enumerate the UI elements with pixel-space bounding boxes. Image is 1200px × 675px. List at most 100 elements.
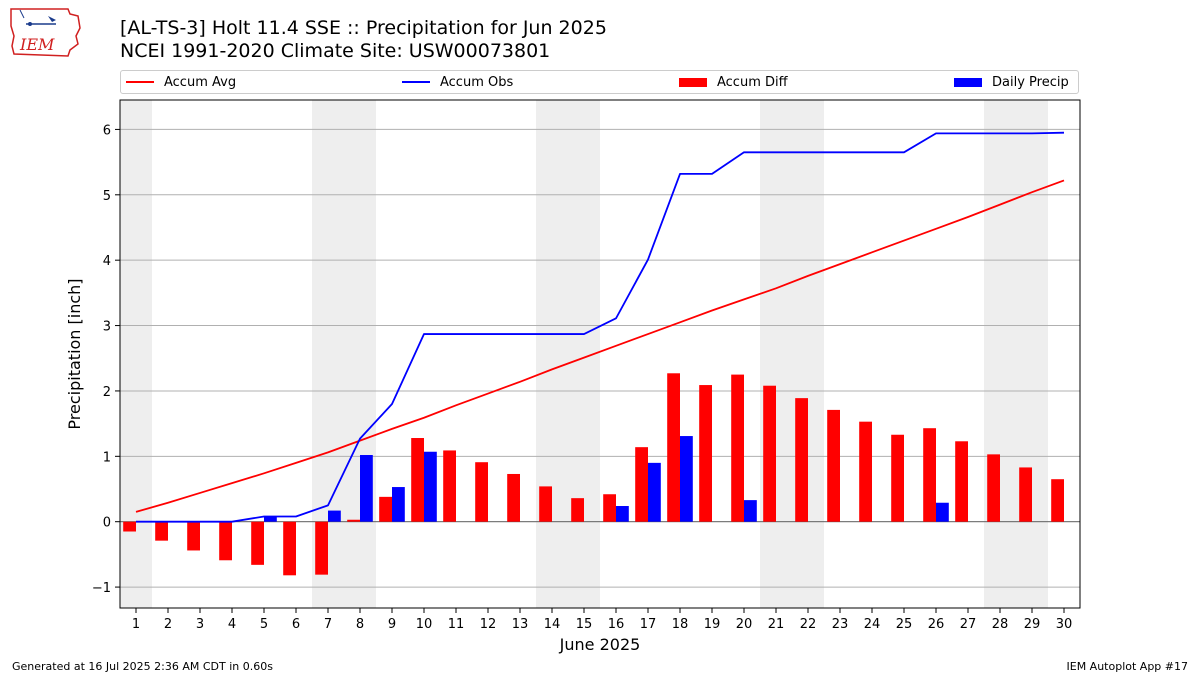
x-tick-label-16: 16 bbox=[608, 617, 625, 632]
bar-accum-diff-day-19 bbox=[699, 385, 712, 522]
lines bbox=[135, 131, 1065, 523]
bar-daily-precip-day-20 bbox=[744, 500, 757, 522]
y-tick-label-4: 4 bbox=[103, 254, 111, 269]
y-tick-label--1: −1 bbox=[92, 581, 111, 596]
x-tick-label-20: 20 bbox=[736, 617, 753, 632]
footer-app: IEM Autoplot App #17 bbox=[1066, 660, 1189, 673]
legend-swatch-accum-obs bbox=[402, 81, 430, 83]
x-tick-label-6: 6 bbox=[292, 617, 300, 632]
legend-label-accum-avg: Accum Avg bbox=[164, 74, 237, 90]
footer-generated: Generated at 16 Jul 2025 2:36 AM CDT in … bbox=[12, 660, 273, 673]
bar-accum-diff-day-8 bbox=[347, 519, 360, 522]
legend-swatch-daily-precip bbox=[954, 77, 982, 87]
bar-daily-precip-day-17 bbox=[648, 462, 661, 522]
x-tick-label-15: 15 bbox=[576, 617, 593, 632]
x-tick-label-5: 5 bbox=[260, 617, 268, 632]
x-tick-label-19: 19 bbox=[704, 617, 721, 632]
bar-accum-diff-day-30 bbox=[1051, 479, 1064, 522]
chart-subtitle: NCEI 1991-2020 Climate Site: USW00073801 bbox=[120, 40, 551, 62]
x-tick-label-9: 9 bbox=[388, 617, 396, 632]
bar-daily-precip-day-26 bbox=[936, 502, 949, 522]
bar-daily-precip-day-9 bbox=[392, 487, 405, 522]
x-tick-label-21: 21 bbox=[768, 617, 785, 632]
line-accum-obs bbox=[136, 131, 1065, 523]
bar-accum-diff-day-2 bbox=[155, 521, 168, 541]
x-tick-label-17: 17 bbox=[640, 617, 657, 632]
bar-accum-diff-day-28 bbox=[987, 454, 1000, 522]
bar-accum-diff-day-10 bbox=[411, 438, 424, 522]
y-tick-label-2: 2 bbox=[103, 385, 111, 400]
x-tick-label-8: 8 bbox=[356, 617, 364, 632]
bar-daily-precip-day-16 bbox=[616, 506, 629, 522]
legend-item-accum-avg: Accum Avg bbox=[126, 71, 236, 93]
line-accum-avg bbox=[135, 179, 1065, 513]
x-tick-label-29: 29 bbox=[1024, 617, 1041, 632]
y-tick-label-1: 1 bbox=[103, 450, 111, 465]
plot-frame bbox=[119, 99, 1081, 609]
y-tick-label-5: 5 bbox=[103, 189, 111, 204]
x-tick-label-7: 7 bbox=[324, 617, 332, 632]
bar-accum-diff-day-22 bbox=[795, 398, 808, 522]
bar-accum-diff-day-24 bbox=[859, 421, 872, 522]
x-tick-label-3: 3 bbox=[196, 617, 204, 632]
bar-accum-diff-day-27 bbox=[955, 441, 968, 522]
bar-accum-diff-day-5 bbox=[251, 521, 264, 565]
bar-accum-diff-day-21 bbox=[763, 385, 776, 522]
y-axis-label: Precipitation [inch] bbox=[65, 278, 84, 429]
bar-accum-diff-day-15 bbox=[571, 498, 584, 522]
weekend-bands bbox=[120, 100, 1048, 608]
legend-swatch-accum-diff bbox=[679, 77, 707, 87]
bar-accum-diff-day-16 bbox=[603, 494, 616, 522]
y-tick-label-3: 3 bbox=[103, 320, 111, 335]
x-axis-label: June 2025 bbox=[559, 635, 641, 654]
bar-accum-diff-day-6 bbox=[283, 521, 296, 576]
legend-label-accum-obs: Accum Obs bbox=[440, 74, 514, 90]
bar-accum-diff-day-3 bbox=[187, 521, 200, 551]
y-tick-label-0: 0 bbox=[103, 516, 111, 531]
bar-accum-diff-day-17 bbox=[635, 447, 648, 522]
y-ticks: −1 0 1 2 3 4 5 6 bbox=[92, 123, 120, 596]
x-tick-label-1: 1 bbox=[132, 617, 140, 632]
x-tick-label-4: 4 bbox=[228, 617, 236, 632]
bar-accum-diff-day-25 bbox=[891, 434, 904, 522]
x-tick-label-14: 14 bbox=[544, 617, 561, 632]
x-tick-label-12: 12 bbox=[480, 617, 497, 632]
bar-accum-diff-day-11 bbox=[443, 450, 456, 522]
weekend-band-0 bbox=[120, 100, 152, 608]
bar-accum-diff-day-9 bbox=[379, 496, 392, 522]
bar-accum-diff-day-12 bbox=[475, 462, 488, 522]
legend-item-accum-obs: Accum Obs bbox=[402, 71, 513, 93]
legend-item-daily-precip: Daily Precip bbox=[954, 71, 1069, 93]
bar-accum-diff-day-20 bbox=[731, 374, 744, 522]
bar-daily-precip-day-8 bbox=[360, 455, 373, 522]
bar-accum-diff-day-18 bbox=[667, 373, 680, 522]
legend: Accum Avg Accum Obs Accum Diff Daily Pre… bbox=[120, 70, 1079, 94]
x-tick-label-24: 24 bbox=[864, 617, 881, 632]
bar-accum-diff-day-4 bbox=[219, 521, 232, 561]
x-tick-label-27: 27 bbox=[960, 617, 977, 632]
bar-accum-diff-day-14 bbox=[539, 486, 552, 522]
legend-swatch-accum-avg bbox=[126, 81, 154, 83]
logo-text: IEM bbox=[19, 35, 55, 54]
x-tick-label-28: 28 bbox=[992, 617, 1009, 632]
bar-accum-diff-day-13 bbox=[507, 473, 520, 522]
x-tick-label-11: 11 bbox=[448, 617, 465, 632]
weekend-band-4 bbox=[984, 100, 1048, 608]
x-tick-label-10: 10 bbox=[416, 617, 433, 632]
weekend-band-2 bbox=[536, 100, 600, 608]
x-tick-label-2: 2 bbox=[164, 617, 172, 632]
y-tick-label-6: 6 bbox=[103, 123, 111, 138]
x-tick-label-26: 26 bbox=[928, 617, 945, 632]
weekend-band-3 bbox=[760, 100, 824, 608]
x-tick-label-30: 30 bbox=[1056, 617, 1073, 632]
bar-daily-precip-day-18 bbox=[680, 436, 693, 522]
bar-accum-diff-day-23 bbox=[827, 409, 840, 522]
x-ticks: 1 2 3 4 5 6 7 8 9 10 11 12 13 14 15 16 17 18 19 20 21 22 23 24 2… bbox=[132, 608, 1072, 632]
legend-item-accum-diff: Accum Diff bbox=[679, 71, 788, 93]
bar-daily-precip-day-5 bbox=[264, 516, 277, 522]
legend-label-daily-precip: Daily Precip bbox=[992, 74, 1069, 90]
bars bbox=[123, 373, 1064, 576]
iem-logo: IEM bbox=[10, 8, 81, 57]
x-tick-label-23: 23 bbox=[832, 617, 849, 632]
